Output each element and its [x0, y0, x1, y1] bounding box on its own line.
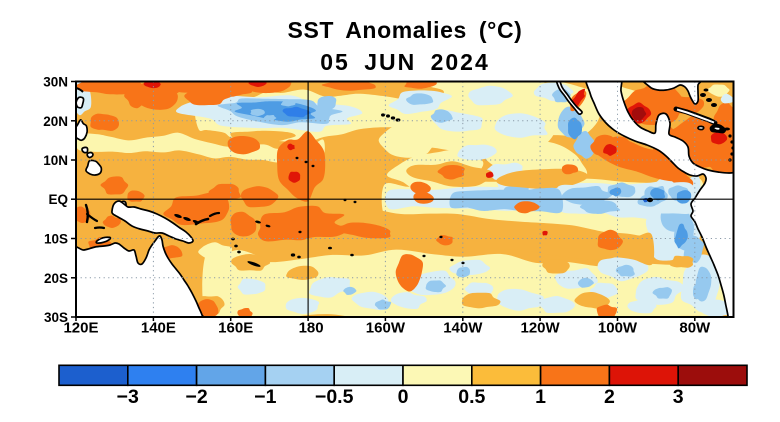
svg-text:10S: 10S [44, 232, 68, 247]
svg-text:0: 0 [398, 386, 409, 408]
svg-text:160W: 160W [366, 320, 406, 337]
svg-text:30S: 30S [44, 310, 68, 325]
svg-text:EQ: EQ [48, 192, 68, 207]
svg-text:10N: 10N [43, 153, 68, 168]
svg-text:−3: −3 [117, 386, 139, 408]
svg-text:−0.5: −0.5 [315, 386, 354, 408]
svg-text:180: 180 [299, 320, 324, 337]
svg-text:30N: 30N [43, 75, 68, 90]
svg-text:2: 2 [604, 386, 615, 408]
svg-text:20N: 20N [43, 114, 68, 129]
svg-text:0.5: 0.5 [458, 386, 485, 408]
svg-text:140W: 140W [443, 320, 483, 337]
svg-text:80W: 80W [679, 320, 711, 337]
svg-text:20S: 20S [44, 271, 68, 286]
svg-text:−2: −2 [185, 386, 207, 408]
svg-text:3: 3 [673, 386, 684, 408]
svg-text:120W: 120W [521, 320, 561, 337]
svg-text:−1: −1 [254, 386, 276, 408]
svg-text:05 JUN 2024: 05 JUN 2024 [320, 49, 490, 75]
svg-text:140E: 140E [141, 320, 176, 337]
svg-text:1: 1 [535, 386, 546, 408]
svg-text:120E: 120E [63, 320, 98, 337]
svg-text:SST Anomalies (°C): SST Anomalies (°C) [288, 17, 523, 43]
svg-text:100W: 100W [598, 320, 638, 337]
svg-text:160E: 160E [218, 320, 253, 337]
